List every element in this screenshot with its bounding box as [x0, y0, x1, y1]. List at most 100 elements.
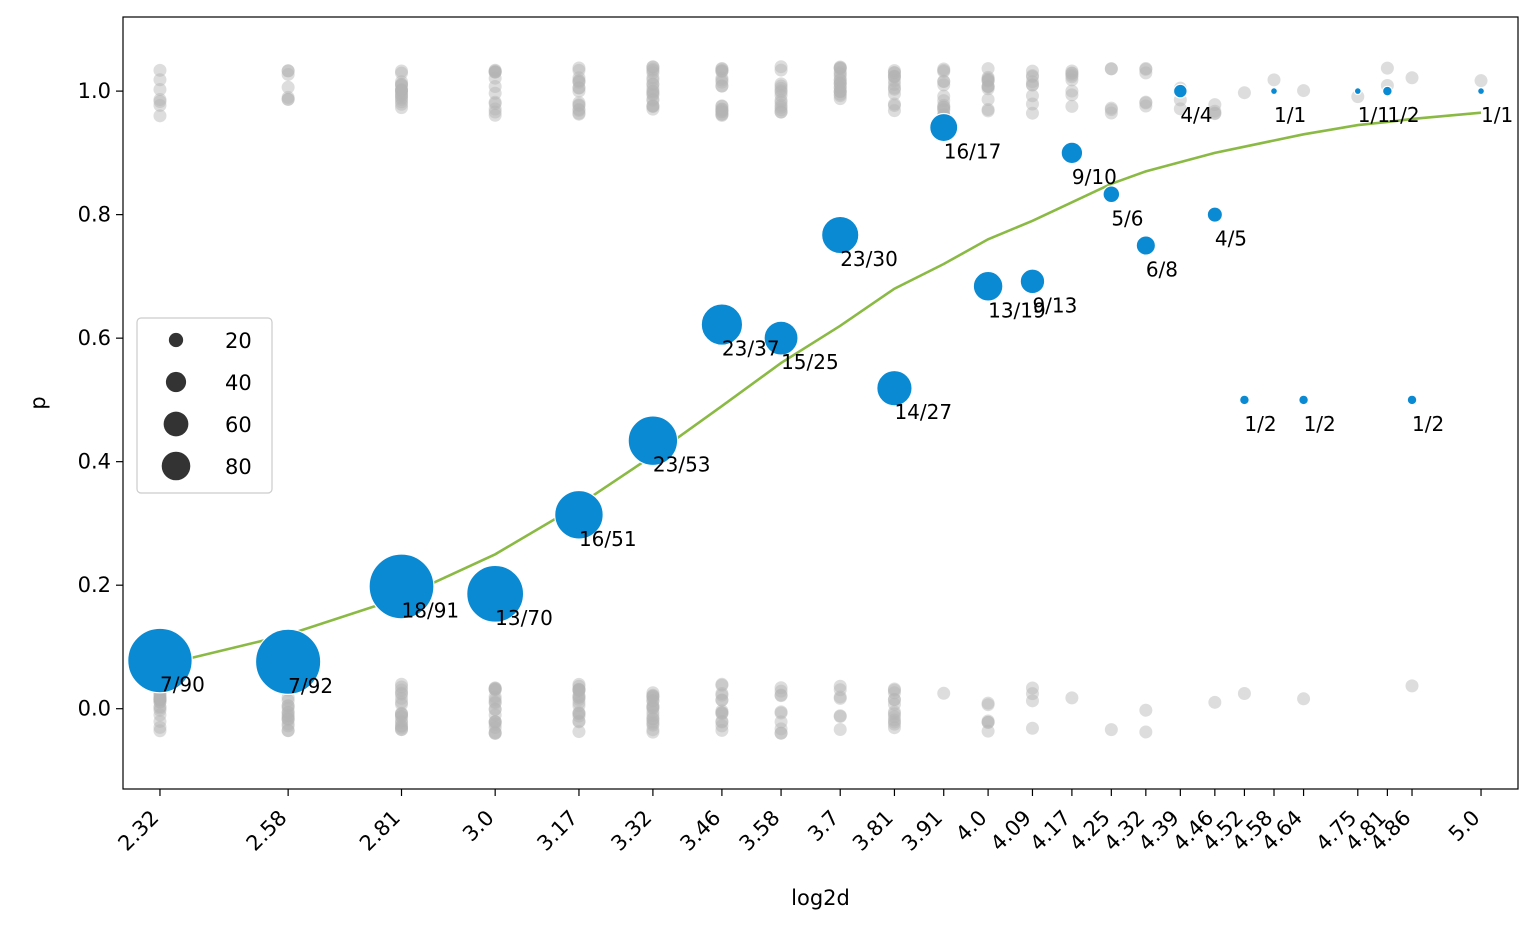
raw-point [887, 715, 901, 729]
raw-point [715, 706, 729, 720]
raw-point [281, 64, 295, 78]
raw-point [572, 696, 586, 710]
y-tick-label: 0.8 [78, 203, 111, 227]
raw-point [887, 70, 901, 84]
raw-point [774, 105, 788, 119]
raw-point [153, 708, 167, 722]
raw-point [395, 719, 409, 733]
raw-point [572, 677, 586, 691]
raw-point [715, 79, 729, 93]
raw-point [153, 693, 167, 707]
raw-point [1025, 694, 1039, 708]
raw-point [1065, 68, 1079, 82]
raw-point [572, 682, 586, 696]
legend-marker [163, 411, 189, 437]
raw-point [981, 62, 995, 76]
raw-point [153, 692, 167, 706]
y-axis-ticks: 0.0 0.2 0.4 0.6 0.8 1.0 [78, 79, 123, 721]
raw-point [833, 76, 847, 90]
point-label: 1/2 [1412, 412, 1444, 436]
raw-point [1139, 62, 1153, 76]
raw-point [887, 69, 901, 83]
raw-point [153, 695, 167, 709]
raw-point [937, 78, 951, 92]
raw-point [1065, 64, 1079, 78]
raw-point [1065, 691, 1079, 705]
raw-point [572, 714, 586, 728]
raw-point [281, 709, 295, 723]
raw-point [833, 60, 847, 74]
raw-point [833, 679, 847, 693]
raw-point [395, 75, 409, 89]
raw-point [1065, 66, 1079, 80]
raw-point [281, 712, 295, 726]
raw-point [774, 93, 788, 107]
raw-point [646, 718, 660, 732]
proportion-point [972, 270, 1004, 302]
raw-point [774, 60, 788, 74]
raw-point [715, 79, 729, 93]
point-label: 7/92 [288, 674, 333, 698]
raw-point [646, 99, 660, 113]
raw-point [281, 699, 295, 713]
raw-outcome-points [153, 60, 1488, 740]
raw-point [572, 98, 586, 112]
y-tick-label: 0.0 [78, 697, 111, 721]
point-label: 23/37 [722, 337, 780, 361]
raw-point [1104, 103, 1118, 117]
raw-point [395, 64, 409, 78]
raw-point [572, 683, 586, 697]
raw-point [646, 701, 660, 715]
point-label: 6/8 [1146, 258, 1178, 282]
raw-point [981, 72, 995, 86]
x-tick-label: 3.46 [675, 806, 725, 856]
raw-point [1208, 104, 1222, 118]
raw-point [774, 84, 788, 98]
raw-point [833, 81, 847, 95]
raw-point [937, 89, 951, 103]
raw-point [937, 64, 951, 78]
raw-point [572, 683, 586, 697]
raw-point [281, 708, 295, 722]
raw-point [646, 712, 660, 726]
raw-point [572, 74, 586, 88]
raw-point [715, 71, 729, 85]
raw-point [395, 88, 409, 102]
raw-point [488, 71, 502, 85]
raw-point [395, 691, 409, 705]
raw-point [646, 73, 660, 87]
x-tick-label: 2.58 [242, 806, 292, 856]
point-label: 1/2 [1304, 412, 1336, 436]
raw-point [1208, 107, 1222, 121]
raw-point [572, 103, 586, 117]
raw-point [572, 71, 586, 85]
y-tick-label: 0.4 [78, 450, 111, 474]
raw-point [395, 95, 409, 109]
point-label: 13/70 [495, 606, 553, 630]
proportion-point [929, 112, 959, 143]
raw-point [981, 714, 995, 728]
raw-point [646, 705, 660, 719]
raw-point [395, 91, 409, 105]
raw-point [1139, 96, 1153, 110]
raw-point [395, 723, 409, 737]
raw-point [488, 682, 502, 696]
raw-point [1237, 86, 1251, 100]
raw-point [833, 87, 847, 101]
legend-label: 80 [225, 455, 252, 479]
raw-point [572, 679, 586, 693]
raw-point [395, 89, 409, 103]
raw-point [715, 105, 729, 119]
raw-point [774, 705, 788, 719]
raw-point [281, 706, 295, 720]
raw-point [774, 706, 788, 720]
raw-point [646, 102, 660, 116]
raw-point [981, 82, 995, 96]
x-tick-label: 3.0 [458, 806, 499, 847]
raw-point [715, 64, 729, 78]
raw-point [715, 677, 729, 691]
raw-point [774, 95, 788, 109]
raw-point [1297, 692, 1311, 706]
fit-line [159, 111, 1482, 667]
raw-point [774, 689, 788, 703]
